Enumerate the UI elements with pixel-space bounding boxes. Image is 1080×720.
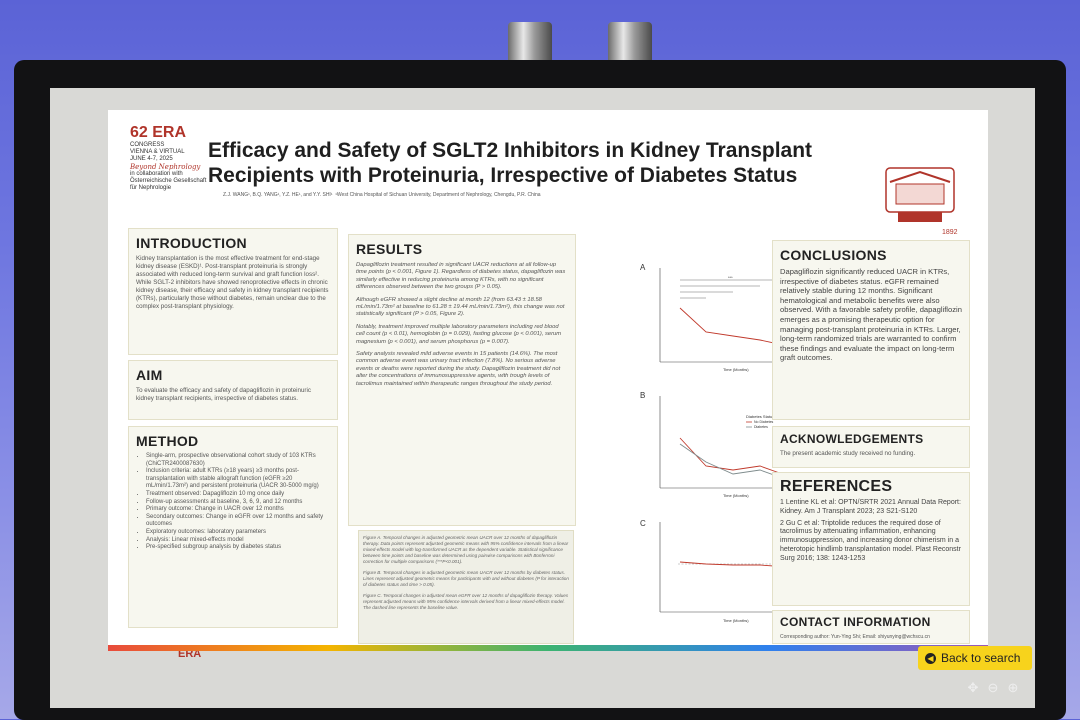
figure-captions: Figure A. Temporal changes in adjusted g… [358, 530, 574, 644]
method-heading: METHOD [136, 433, 199, 449]
introduction-heading: INTRODUCTION [136, 235, 247, 251]
results-heading: RESULTS [356, 241, 423, 257]
svg-text:Diabetes: Diabetes [754, 425, 768, 429]
back-to-search-button[interactable]: ◀ Back to search [918, 646, 1032, 670]
references-section: REFERENCES 1 Lentine KL et al: OPTN/SRTR… [772, 472, 970, 606]
results-figures: A *** Time (Months) B Diabetes Status No… [640, 263, 808, 623]
svg-text:Time (Months): Time (Months) [723, 367, 749, 372]
figure-c-line [679, 561, 789, 568]
svg-text:No Diabetes: No Diabetes [754, 420, 774, 424]
poster-authors: Z.J. WANG¹, B.Q. YANG¹, Y.Z. HE¹, and Y.… [223, 192, 541, 198]
era-congress-logo: 62 ERA CONGRESS VIENNA & VIRTUAL JUNE 4-… [130, 124, 207, 191]
back-to-search-label: Back to search [941, 651, 1021, 665]
aim-heading: AIM [136, 367, 163, 383]
contact-heading: CONTACT INFORMATION [780, 615, 931, 629]
contact-section: CONTACT INFORMATION Corresponding author… [772, 610, 970, 644]
method-list: Single-arm, prospective observational co… [136, 453, 330, 552]
era-footer-logo: ERA [178, 648, 202, 660]
move-icon[interactable]: ✥ [967, 680, 979, 695]
svg-text:Diabetes Status: Diabetes Status [746, 414, 774, 419]
results-section: RESULTS Dapagliflozin treatment resulted… [348, 234, 576, 526]
svg-text:Time (Months): Time (Months) [723, 618, 749, 623]
aim-section: AIM To evaluate the efficacy and safety … [128, 360, 338, 420]
back-arrow-icon: ◀ [925, 652, 936, 664]
conclusions-text: Dapagliflozin significantly reduced UACR… [780, 267, 962, 363]
figure-a-label: A [640, 263, 646, 272]
zoom-out-icon[interactable]: ⊖ [987, 680, 999, 695]
method-section: METHOD Single-arm, prospective observati… [128, 426, 338, 628]
aim-text: To evaluate the efficacy and safety of d… [136, 387, 311, 402]
introduction-section: INTRODUCTION Kidney transplantation is t… [128, 228, 338, 355]
viewer-toolbar: ✥ ⊖ ⊕ [966, 681, 1020, 695]
svg-text:***: *** [728, 275, 733, 280]
figure-b-label: B [640, 391, 645, 400]
figure-a-line [679, 307, 789, 347]
conclusions-section: CONCLUSIONS Dapagliflozin significantly … [772, 240, 970, 420]
introduction-text: Kidney transplantation is the most effec… [136, 255, 329, 310]
hospital-seal-logo: 1892 [885, 167, 958, 236]
figure-b-line-diabetes [679, 443, 789, 481]
svg-text:1892: 1892 [942, 229, 958, 236]
color-stripe [108, 645, 988, 651]
figure-c-label: C [640, 519, 646, 528]
conclusions-heading: CONCLUSIONS [780, 247, 887, 263]
poster-title: Efficacy and Safety of SGLT2 Inhibitors … [208, 139, 813, 187]
acknowledgements-section: ACKNOWLEDGEMENTS The present academic st… [772, 426, 970, 468]
figure-b-line-no-diabetes [679, 437, 789, 477]
zoom-in-icon[interactable]: ⊕ [1007, 680, 1019, 695]
poster-screen: 62 ERA CONGRESS VIENNA & VIRTUAL JUNE 4-… [50, 88, 1035, 708]
references-heading: REFERENCES [780, 478, 893, 495]
acknowledgements-heading: ACKNOWLEDGEMENTS [780, 432, 924, 446]
svg-text:Time (Months): Time (Months) [723, 493, 749, 498]
poster: 62 ERA CONGRESS VIENNA & VIRTUAL JUNE 4-… [108, 110, 988, 660]
